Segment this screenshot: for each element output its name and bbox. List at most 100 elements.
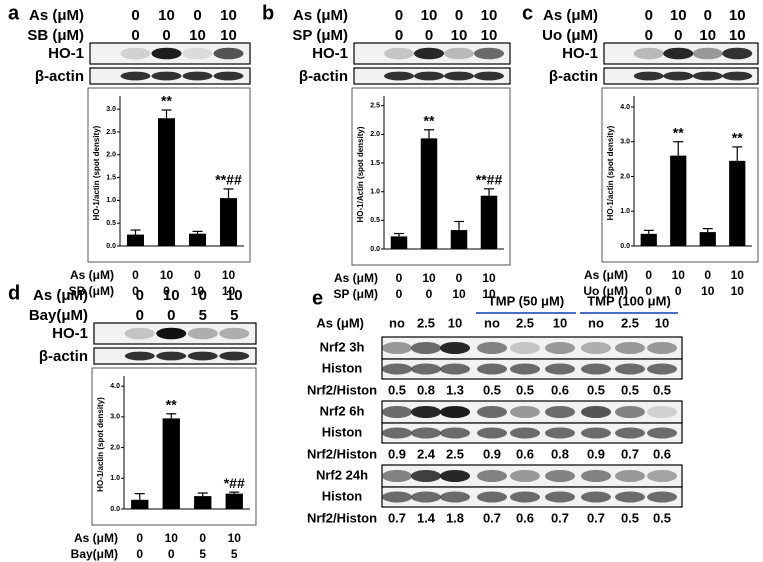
chart-frame: [87, 87, 251, 263]
x-row-value: 10: [482, 271, 496, 285]
blot-band: [219, 327, 250, 340]
bar: [670, 155, 687, 246]
x-row-value: 10: [160, 268, 174, 282]
x-row-label: As (μM): [74, 531, 118, 545]
blot-band: [692, 71, 723, 81]
group-label: TMP (100 μM): [587, 293, 671, 308]
y-tick-label: 2.0: [370, 131, 380, 138]
annotation: **: [166, 396, 177, 412]
ratio-value: 2.4: [417, 446, 436, 461]
blot-band: [440, 405, 470, 419]
x-row-value: 10: [731, 268, 745, 282]
ratio-value: 1.4: [417, 510, 436, 525]
blot-band: [647, 427, 677, 439]
blot-label: Histon: [322, 360, 363, 375]
y-tick-label: 0.0: [370, 246, 380, 253]
x-row-label: Bay(μM): [71, 547, 118, 561]
annotation: **: [732, 130, 743, 146]
y-tick-label: 2.0: [110, 444, 120, 451]
ratio-value: 0.6: [516, 510, 534, 525]
blot-band: [411, 405, 441, 419]
header-value: 0: [395, 27, 403, 44]
x-row-value: 5: [231, 547, 238, 561]
y-tick-label: 4.0: [620, 104, 630, 111]
bar: [194, 496, 212, 509]
header-value: 0: [136, 287, 144, 304]
lane-label: no: [588, 315, 604, 330]
ratio-value: 0.7: [483, 510, 501, 525]
blot-band: [156, 327, 187, 340]
blot-band: [510, 427, 540, 439]
lane-label: 2.5: [516, 315, 534, 330]
annotation: *##: [224, 475, 245, 491]
blot-band: [440, 469, 470, 483]
blot-band: [477, 491, 507, 503]
ratio-value: 0.7: [388, 510, 406, 525]
blot-band: [411, 469, 441, 483]
header-value: 0: [162, 27, 170, 44]
header-row-label: Bay(μM): [29, 307, 88, 324]
header-row-label: As (μM): [33, 287, 88, 304]
panel-letter: a: [8, 2, 20, 24]
header-value: 10: [481, 7, 498, 24]
blot-band: [615, 491, 645, 503]
header-value: 0: [645, 27, 653, 44]
y-axis-label: HO-1/actin (spot density): [92, 125, 101, 220]
ratio-value: 0.7: [621, 446, 639, 461]
ratio-value: 0.8: [417, 382, 435, 397]
blot-band: [510, 341, 540, 355]
blot-band: [382, 341, 412, 355]
blot-label: Histon: [322, 488, 363, 503]
chart-frame: [351, 87, 511, 266]
blot-band: [633, 47, 664, 60]
blot-label: β-actin: [35, 68, 84, 85]
blot-band: [182, 47, 213, 60]
bar: [390, 236, 408, 249]
header-value: 0: [674, 27, 682, 44]
blot-band: [382, 491, 412, 503]
blot-band: [156, 351, 187, 361]
header-value: 0: [136, 307, 144, 324]
blot-band: [477, 427, 507, 439]
bar: [126, 234, 145, 246]
ratio-value: 0.5: [516, 382, 534, 397]
bar: [480, 195, 498, 249]
blot-label: β-actin: [39, 348, 88, 365]
blot-band: [647, 469, 677, 483]
x-row-value: 0: [645, 268, 652, 282]
bar: [640, 233, 657, 246]
blot-band: [581, 469, 611, 483]
ratio-value: 2.5: [446, 446, 464, 461]
x-row-value: 0: [194, 268, 201, 282]
x-row-value: 0: [645, 284, 652, 298]
blot-label: β-actin: [549, 68, 598, 85]
blot-band: [510, 363, 540, 375]
blot-band: [545, 363, 575, 375]
ratio-value: 0.5: [587, 382, 605, 397]
blot-label: Nrf2 6h: [320, 403, 365, 418]
header-value: 0: [131, 27, 139, 44]
blot-band: [615, 469, 645, 483]
x-row-value: 10: [482, 287, 496, 301]
x-row-value: 10: [191, 284, 205, 298]
blot-band: [581, 363, 611, 375]
bar: [219, 198, 238, 246]
blot-band: [647, 363, 677, 375]
bar: [131, 499, 149, 509]
x-row-value: 0: [675, 284, 682, 298]
y-tick-label: 3.0: [620, 139, 630, 146]
header-value: 0: [199, 287, 207, 304]
header-value: 0: [131, 7, 139, 24]
x-row-value: 10: [731, 284, 745, 298]
ratio-value: 0.6: [551, 382, 569, 397]
blot-band: [615, 341, 645, 355]
blot-band: [692, 47, 723, 60]
blot-band: [581, 405, 611, 419]
blot-band: [213, 71, 244, 81]
bar: [729, 160, 746, 246]
blot-band: [440, 491, 470, 503]
blot-label: HO-1: [562, 45, 598, 62]
y-tick-label: 2.5: [370, 103, 380, 110]
ratio-value: 0.5: [653, 510, 671, 525]
x-row-label: As (μM): [334, 271, 378, 285]
